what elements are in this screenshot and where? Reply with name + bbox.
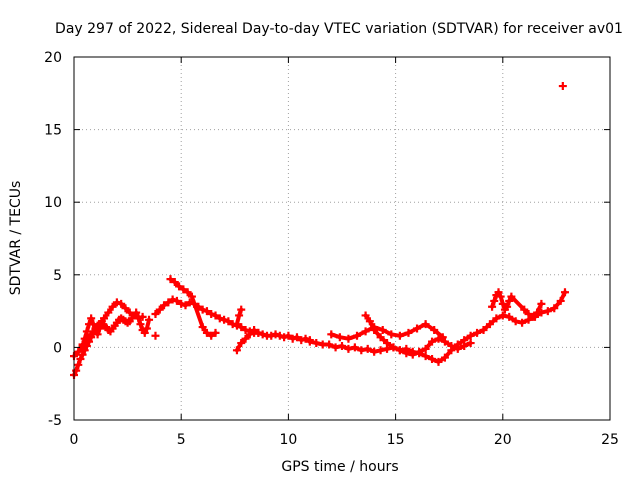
data-point xyxy=(558,82,567,91)
data-point xyxy=(74,347,83,356)
data-point xyxy=(232,346,241,355)
data-point xyxy=(434,357,443,366)
data-point xyxy=(237,305,246,314)
plot-frame xyxy=(73,56,611,421)
y-tick-label: 15 xyxy=(44,123,62,139)
axis-ticks: 0 5 10 15 20 25 -5 0 5 10 15 20 xyxy=(44,50,619,448)
x-tick-label: 5 xyxy=(177,432,186,448)
x-tick-label: 25 xyxy=(601,432,619,448)
data-point xyxy=(145,315,154,324)
data-point xyxy=(518,318,527,327)
data-point xyxy=(357,346,366,355)
data-point xyxy=(280,333,289,342)
data-point xyxy=(284,331,293,340)
data-point xyxy=(250,325,259,334)
x-tick-label: 15 xyxy=(387,432,405,448)
data-point xyxy=(361,311,370,320)
y-tick-label: 0 xyxy=(53,340,62,356)
y-axis-label: SDTVAR / TECUs xyxy=(8,181,24,296)
data-point xyxy=(327,330,336,339)
y-tick-label: 5 xyxy=(53,268,62,284)
data-point xyxy=(235,311,244,320)
y-tick-label: -5 xyxy=(48,413,62,429)
grid-lines xyxy=(74,57,610,420)
data-point xyxy=(166,275,175,284)
data-points xyxy=(70,82,569,379)
data-point xyxy=(301,334,310,343)
chart-title: Day 297 of 2022, Sidereal Day-to-day VTE… xyxy=(55,21,623,37)
data-point xyxy=(138,312,147,321)
y-tick-label: 20 xyxy=(44,50,62,66)
x-tick-label: 0 xyxy=(70,432,79,448)
data-point xyxy=(170,278,179,287)
x-axis-label: GPS time / hours xyxy=(281,459,398,475)
data-point xyxy=(168,295,177,304)
data-point xyxy=(297,336,306,345)
data-point xyxy=(151,331,160,340)
x-tick-label: 10 xyxy=(279,432,297,448)
x-tick-label: 20 xyxy=(494,432,512,448)
y-tick-label: 10 xyxy=(44,195,62,211)
data-point xyxy=(331,343,340,352)
